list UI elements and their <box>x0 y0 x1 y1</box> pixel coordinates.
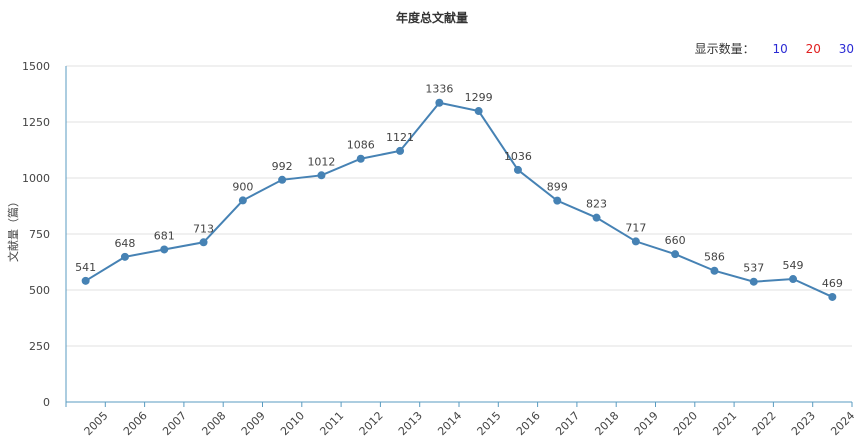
data-point <box>199 238 208 247</box>
y-tick-label: 500 <box>29 284 50 297</box>
count-selector: 显示数量： 10 20 30 <box>695 40 854 57</box>
data-point <box>749 277 758 286</box>
data-point <box>671 250 680 259</box>
data-label: 1121 <box>386 131 414 144</box>
data-label: 717 <box>625 221 646 234</box>
data-point <box>513 165 522 174</box>
x-tick-label: 2018 <box>592 409 621 438</box>
x-tick-label: 2009 <box>239 409 268 438</box>
data-point <box>828 292 837 301</box>
chart-title: 年度总文献量 <box>395 11 468 25</box>
data-label: 469 <box>822 277 843 290</box>
count-option-20[interactable]: 20 <box>805 42 821 56</box>
x-tick-label: 2008 <box>199 409 228 438</box>
data-point <box>553 196 562 205</box>
x-tick-label: 2021 <box>710 409 739 438</box>
data-label: 537 <box>743 262 764 275</box>
data-label: 660 <box>665 234 686 247</box>
x-tick-label: 2023 <box>789 409 818 438</box>
data-point <box>631 237 640 246</box>
x-tick-label: 2011 <box>317 409 346 438</box>
data-point <box>789 275 798 284</box>
count-option-10[interactable]: 10 <box>772 42 788 56</box>
data-point <box>592 213 601 222</box>
data-label: 899 <box>547 181 568 194</box>
data-label: 1299 <box>465 91 493 104</box>
data-label: 1012 <box>307 155 335 168</box>
data-point <box>356 154 365 163</box>
x-tick-label: 2010 <box>278 409 307 438</box>
x-tick-label: 2007 <box>160 409 189 438</box>
data-label: 1336 <box>425 83 453 96</box>
data-point <box>278 175 287 184</box>
y-tick-label: 250 <box>29 340 50 353</box>
y-tick-label: 0 <box>43 396 50 409</box>
data-label: 713 <box>193 222 214 235</box>
data-point <box>238 196 247 205</box>
data-label: 1086 <box>347 139 375 152</box>
data-label: 900 <box>232 180 253 193</box>
x-tick-label: 2013 <box>396 409 425 438</box>
data-label: 1036 <box>504 150 532 163</box>
data-point <box>120 252 129 261</box>
count-selector-label: 显示数量： <box>694 42 755 56</box>
y-axis-title: 文献量（篇） <box>6 196 20 262</box>
x-tick-label: 2006 <box>121 409 150 438</box>
data-label: 823 <box>586 198 607 211</box>
x-tick-label: 2005 <box>82 409 111 438</box>
x-tick-label: 2024 <box>828 409 857 438</box>
y-tick-label: 750 <box>29 228 50 241</box>
data-point <box>160 245 169 254</box>
x-tick-label: 2012 <box>357 409 386 438</box>
x-tick-label: 2020 <box>671 409 700 438</box>
data-label: 648 <box>114 237 135 250</box>
data-label: 992 <box>272 160 293 173</box>
data-point <box>396 146 405 155</box>
y-tick-label: 1000 <box>22 172 50 185</box>
series-line <box>85 101 833 298</box>
data-label: 681 <box>154 229 175 242</box>
data-label: 549 <box>783 259 804 272</box>
x-tick-label: 2016 <box>514 409 543 438</box>
data-point <box>435 98 444 107</box>
x-tick-label: 2015 <box>475 409 504 438</box>
data-point <box>474 107 483 116</box>
data-point <box>81 276 90 285</box>
data-point <box>710 266 719 275</box>
y-tick-label: 1250 <box>22 116 50 129</box>
x-tick-label: 2022 <box>750 409 779 438</box>
x-tick-label: 2014 <box>435 409 464 438</box>
data-label: 586 <box>704 251 725 264</box>
x-tick-label: 2017 <box>553 409 582 438</box>
count-option-30[interactable]: 30 <box>838 42 854 56</box>
data-point <box>317 171 326 180</box>
x-tick-label: 2019 <box>632 409 661 438</box>
data-label: 541 <box>75 261 96 274</box>
y-tick-label: 1500 <box>22 60 50 73</box>
